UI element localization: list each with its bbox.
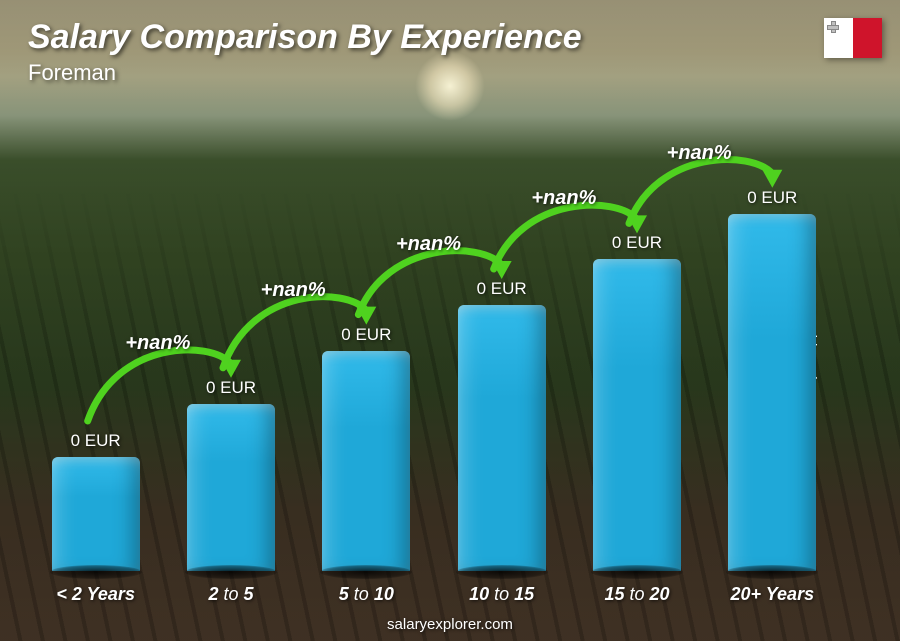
chart-title: Salary Comparison By Experience <box>28 18 582 57</box>
bar-wrap: 0 EUR <box>434 120 569 571</box>
chart-area: 0 EUR0 EUR0 EUR0 EUR0 EUR0 EUR +nan%+nan… <box>28 120 840 571</box>
x-category: < 2 Years <box>28 584 163 605</box>
x-category: 2 to 5 <box>163 584 298 605</box>
bar-wrap: 0 EUR <box>569 120 704 571</box>
flag-malta <box>824 18 882 58</box>
chart-subtitle: Foreman <box>28 60 116 86</box>
bar-base-shadow <box>591 565 683 579</box>
bar: 0 EUR <box>52 457 140 571</box>
bar-value-label: 0 EUR <box>206 378 256 398</box>
bar-base-shadow <box>50 565 142 579</box>
george-cross-icon <box>827 21 837 31</box>
x-category: 20+ Years <box>705 584 840 605</box>
x-category: 5 to 10 <box>299 584 434 605</box>
bar: 0 EUR <box>728 214 816 571</box>
bar-base-shadow <box>726 565 818 579</box>
bar-value-label: 0 EUR <box>71 431 121 451</box>
bar-base-shadow <box>456 565 548 579</box>
content-root: Salary Comparison By Experience Foreman … <box>0 0 900 641</box>
bar-base-shadow <box>320 565 412 579</box>
flag-right-panel <box>853 18 882 58</box>
bar: 0 EUR <box>593 259 681 571</box>
footer-attribution: salaryexplorer.com <box>0 616 900 633</box>
bar-wrap: 0 EUR <box>28 120 163 571</box>
bar-wrap: 0 EUR <box>299 120 434 571</box>
x-category: 15 to 20 <box>569 584 704 605</box>
bar-value-label: 0 EUR <box>341 325 391 345</box>
bar-base-shadow <box>185 565 277 579</box>
bar: 0 EUR <box>187 404 275 571</box>
bar-value-label: 0 EUR <box>612 233 662 253</box>
x-category: 10 to 15 <box>434 584 569 605</box>
flag-left-panel <box>824 18 853 58</box>
bar: 0 EUR <box>458 305 546 571</box>
bar: 0 EUR <box>322 351 410 571</box>
bar-wrap: 0 EUR <box>163 120 298 571</box>
bar-value-label: 0 EUR <box>747 188 797 208</box>
bars-container: 0 EUR 0 EUR 0 EUR 0 EUR 0 EUR 0 EUR <box>28 120 840 571</box>
x-axis: < 2 Years2 to 55 to 1010 to 1515 to 2020… <box>28 584 840 605</box>
bar-wrap: 0 EUR <box>705 120 840 571</box>
bar-value-label: 0 EUR <box>477 279 527 299</box>
